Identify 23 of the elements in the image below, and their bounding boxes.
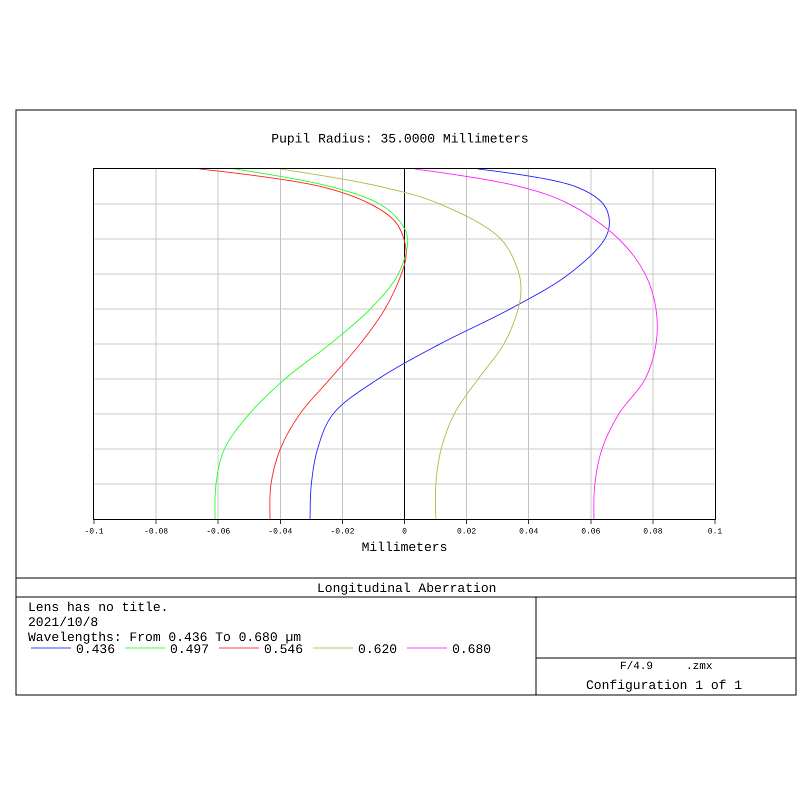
x-tick-label: -0.08 xyxy=(144,528,168,537)
x-tick-label: -0.06 xyxy=(206,528,230,537)
x-tick-label: -0.02 xyxy=(330,528,355,537)
legend-label: 0.620 xyxy=(358,642,398,658)
text: Lens has no title. xyxy=(28,600,168,615)
x-tick-label: 0 xyxy=(402,528,408,537)
x-tick-label: 0.02 xyxy=(457,528,476,537)
text: 2021/10/8 xyxy=(28,615,98,630)
legend-label: 0.680 xyxy=(452,642,492,658)
x-tick-label: -0.04 xyxy=(268,528,292,537)
x-tick-label: -0.1 xyxy=(84,528,104,537)
x-axis-title: Millimeters xyxy=(362,540,448,556)
x-tick-label: 0.06 xyxy=(581,528,601,537)
legend-label: 0.497 xyxy=(170,642,210,658)
text: Longitudinal Aberration xyxy=(317,581,496,596)
x-tick-label: 0.08 xyxy=(643,528,663,537)
text: Configuration 1 of 1 xyxy=(586,678,742,693)
legend-label: 0.546 xyxy=(264,642,304,658)
x-tick-label: 0.1 xyxy=(708,528,722,537)
chart-title: Pupil Radius: 35.0000 Millimeters xyxy=(271,132,529,147)
text: Wavelengths: From 0.436 To 0.680 µm xyxy=(28,630,302,645)
x-tick-label: 0.04 xyxy=(519,528,538,537)
text: F/4.9 .zmx xyxy=(620,661,713,673)
